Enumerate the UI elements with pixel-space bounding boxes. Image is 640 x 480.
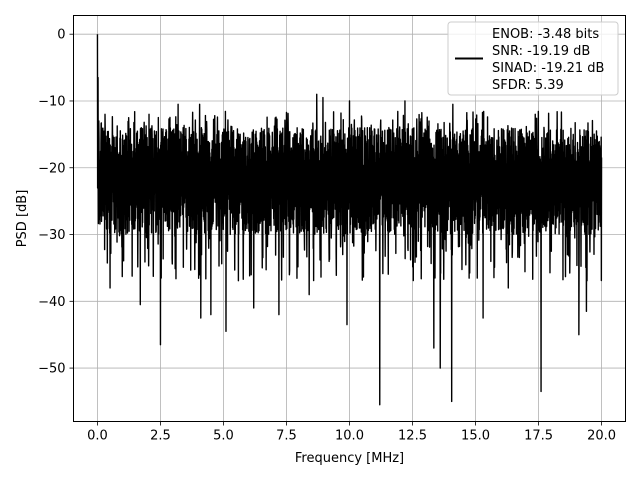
y-tick-label: −10 — [38, 94, 65, 109]
legend-sinad: SINAD: -19.21 dB — [492, 61, 604, 76]
series-area — [96, 34, 603, 406]
y-tick-label: −20 — [38, 161, 65, 176]
y-tick-label: −30 — [38, 228, 65, 243]
x-axis: 0.0 2.5 5.0 7.5 10.0 12.5 15.0 17.5 20.0 — [87, 421, 616, 444]
legend: ENOB: -3.48 bits SNR: -19.19 dB SINAD: -… — [447, 21, 619, 96]
y-axis: 0 −10 −20 −30 −40 −50 — [38, 28, 74, 377]
legend-snr: SNR: -19.19 dB — [492, 44, 590, 59]
psd-series-line — [96, 34, 603, 406]
legend-box — [447, 21, 619, 96]
y-axis-label: PSD [dB] — [15, 190, 30, 248]
x-tick-label: 10.0 — [335, 429, 364, 444]
x-axis-label: Frequency [MHz] — [295, 451, 404, 466]
legend-sfdr: SFDR: 5.39 — [492, 78, 564, 93]
y-tick-label: −40 — [38, 295, 65, 310]
x-tick-label: 5.0 — [213, 429, 234, 444]
x-tick-label: 20.0 — [587, 429, 616, 444]
y-tick-label: 0 — [57, 28, 65, 43]
x-tick-label: 0.0 — [87, 429, 108, 444]
x-tick-label: 15.0 — [461, 429, 490, 444]
x-tick-label: 17.5 — [524, 429, 553, 444]
x-tick-label: 2.5 — [150, 429, 171, 444]
x-tick-label: 12.5 — [398, 429, 427, 444]
x-tick-label: 7.5 — [276, 429, 297, 444]
legend-enob: ENOB: -3.48 bits — [492, 27, 599, 42]
y-tick-label: −50 — [38, 362, 65, 377]
